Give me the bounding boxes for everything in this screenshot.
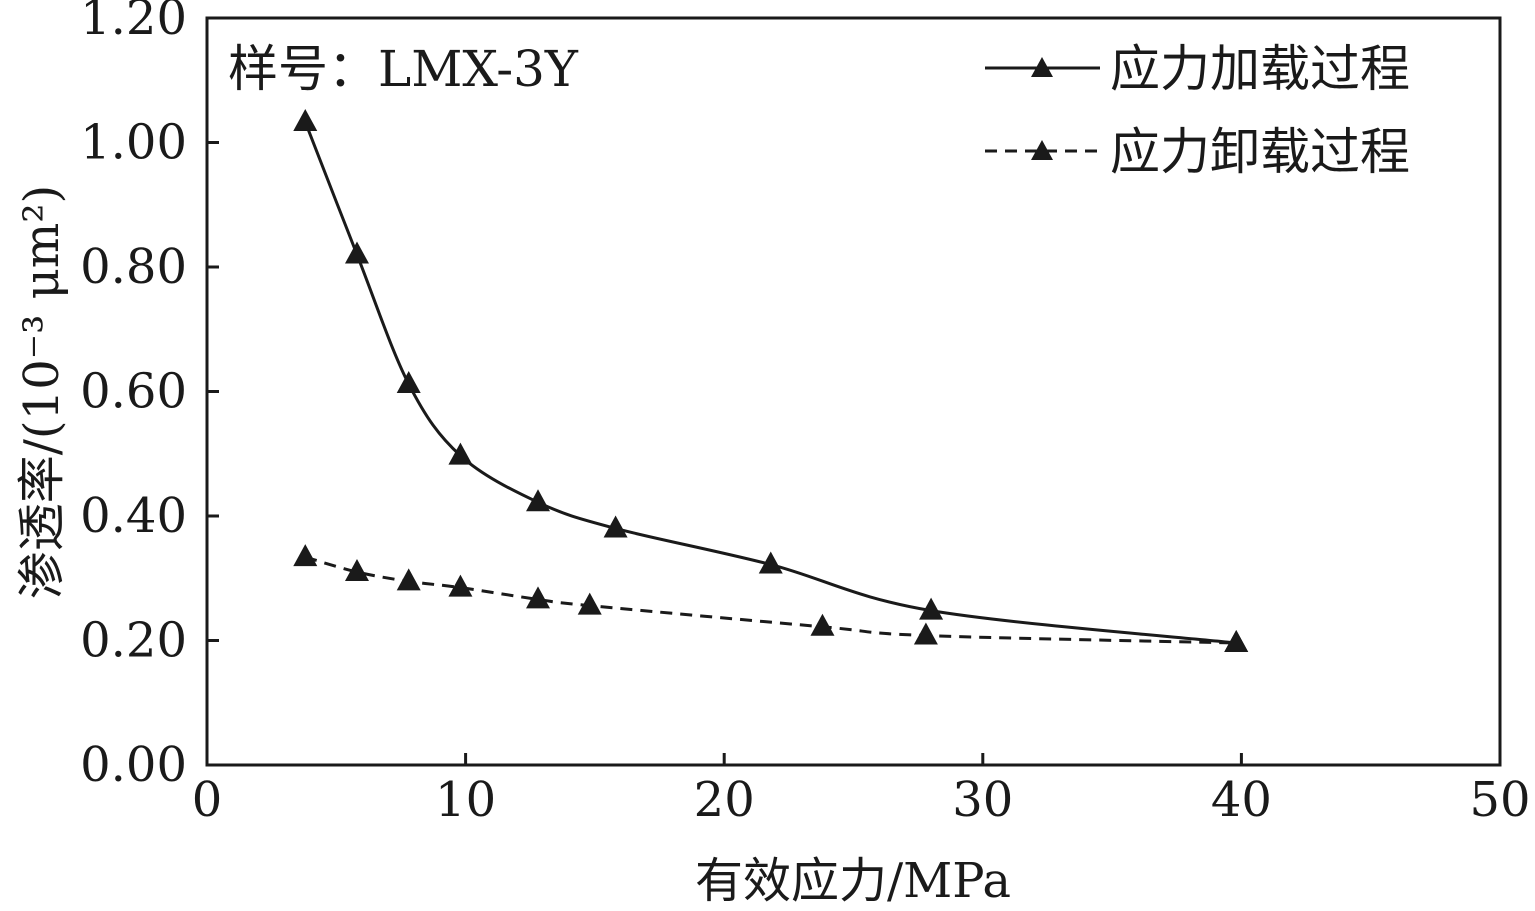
data-point-unloading (577, 592, 602, 615)
x-tick-label: 40 (1211, 772, 1272, 828)
x-tick-label: 30 (952, 772, 1013, 828)
x-tick-label: 20 (694, 772, 755, 828)
y-tick-label: 0.00 (80, 737, 187, 793)
data-point-loading (448, 442, 473, 465)
data-point-loading (919, 597, 944, 620)
data-point-loading (396, 371, 421, 394)
data-point-unloading (913, 622, 938, 645)
y-axis: 0.00 0.20 0.40 0.60 0.80 1.00 1.20 (80, 0, 219, 793)
y-tick-label: 1.00 (80, 115, 187, 171)
y-tick-label: 0.80 (80, 239, 187, 295)
series-layer (293, 108, 1249, 652)
y-axis-label: 渗透率/(10⁻³ μm²) (14, 185, 70, 600)
legend-label-loading: 应力加载过程 (1110, 40, 1410, 98)
y-tick-label: 0.60 (80, 364, 187, 420)
x-tick-label: 50 (1469, 772, 1530, 828)
data-point-loading (526, 489, 551, 512)
data-point-loading (758, 551, 783, 574)
data-point-unloading (293, 544, 318, 567)
data-point-unloading (344, 559, 369, 582)
data-point-unloading (448, 574, 473, 597)
legend-label-unloading: 应力卸载过程 (1110, 123, 1410, 181)
data-point-unloading (1224, 629, 1249, 652)
data-point-loading (603, 515, 628, 538)
legend-marker-unloading (1031, 140, 1053, 160)
data-point-unloading (810, 613, 835, 636)
data-point-unloading (396, 568, 421, 591)
legend: 应力加载过程 应力卸载过程 (985, 40, 1410, 181)
data-point-loading (293, 108, 318, 131)
x-axis: 0 10 20 30 40 50 (192, 753, 1531, 828)
sample-label: 样号：LMX-3Y (228, 40, 579, 98)
x-tick-label: 0 (192, 772, 223, 828)
y-tick-label: 1.20 (80, 0, 187, 46)
x-tick-label: 10 (435, 772, 496, 828)
data-point-unloading (526, 586, 551, 609)
y-tick-label: 0.20 (80, 613, 187, 669)
y-tick-label: 0.40 (80, 488, 187, 544)
legend-marker-loading (1031, 57, 1053, 77)
x-axis-label: 有效应力/MPa (695, 853, 1011, 909)
data-point-loading (344, 241, 369, 264)
